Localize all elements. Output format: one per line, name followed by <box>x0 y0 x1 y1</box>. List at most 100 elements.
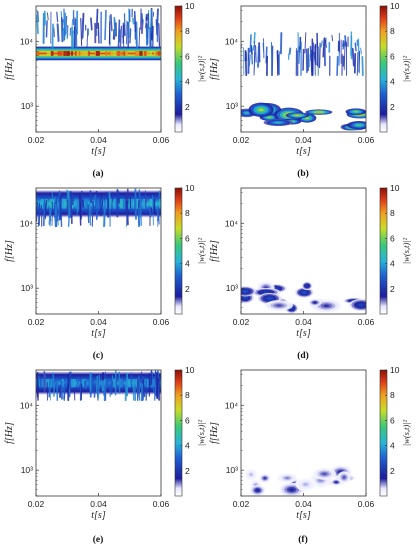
band-speck <box>158 51 160 56</box>
blob <box>264 477 266 479</box>
streak <box>157 9 158 24</box>
colorbar <box>380 188 387 314</box>
y-tick-label: 10⁴ <box>225 218 238 228</box>
blob <box>302 291 306 293</box>
blob <box>295 115 300 116</box>
band-speck <box>155 51 157 56</box>
x-tick-label: 0.06 <box>153 317 170 327</box>
streak <box>311 55 312 75</box>
streak <box>271 43 272 76</box>
colorbar <box>175 370 182 496</box>
x-tick-label: 0.06 <box>358 317 375 327</box>
streak <box>357 52 358 75</box>
band-speck <box>37 51 39 56</box>
colorbar-tick-label: 4 <box>185 77 190 87</box>
colorbar-tick-label: 8 <box>185 390 190 400</box>
colorbar-tick-label: 2 <box>390 466 395 476</box>
streak <box>98 375 99 397</box>
streak <box>64 9 65 40</box>
colorbar <box>175 188 182 314</box>
streak <box>88 204 89 222</box>
streak <box>80 196 81 225</box>
band-speck <box>139 51 142 56</box>
caption-a: (a) <box>92 168 103 179</box>
colorbar <box>380 370 387 496</box>
streak <box>337 57 338 75</box>
x-tick-label: 0.02 <box>28 317 45 327</box>
blob <box>275 122 281 123</box>
x-tick-label: 0.02 <box>233 135 250 145</box>
colorbar-label: |w(s,t)|² <box>401 419 411 446</box>
y-tick-label: 10³ <box>226 283 238 293</box>
streak <box>37 16 38 34</box>
streak <box>98 23 99 43</box>
band-speck <box>125 51 128 56</box>
y-tick-label: 10⁴ <box>20 218 33 228</box>
streak <box>105 384 106 400</box>
streak <box>332 35 333 40</box>
streak <box>320 43 321 67</box>
streak <box>58 24 59 41</box>
band-speck <box>144 51 147 56</box>
streak <box>258 47 259 67</box>
x-axis-label: t[s] <box>296 510 311 521</box>
colorbar-tick-label: 4 <box>390 259 395 269</box>
x-tick-label: 0.02 <box>28 135 45 145</box>
colorbar-tick-label: 2 <box>185 466 190 476</box>
colorbar-tick-label: 8 <box>185 208 190 218</box>
y-tick-label: 10³ <box>21 283 33 293</box>
streak <box>104 202 105 227</box>
streak <box>250 35 251 52</box>
colorbar-tick-label: 6 <box>390 415 395 425</box>
streak <box>95 195 96 207</box>
x-tick-label: 0.02 <box>233 317 250 327</box>
blob <box>243 297 247 299</box>
blob <box>276 304 282 306</box>
x-tick-label: 0.02 <box>28 499 45 509</box>
y-axis-label: f[Hz] <box>4 58 15 80</box>
streak <box>78 201 79 211</box>
caption-b: (b) <box>297 168 309 179</box>
band-speck <box>149 51 152 56</box>
streak <box>112 381 113 393</box>
band-speck <box>67 51 70 56</box>
streak <box>64 384 65 400</box>
streak <box>141 205 142 226</box>
blob <box>267 297 272 299</box>
blob <box>243 290 247 292</box>
band-speck <box>97 51 100 56</box>
colorbar <box>380 6 387 132</box>
y-tick-label: 10⁴ <box>20 400 33 410</box>
colorbar-label: |w(s,t)|² <box>196 55 206 82</box>
y-axis-label: f[Hz] <box>209 422 220 444</box>
blob <box>316 112 321 113</box>
streak <box>254 41 255 72</box>
blob <box>357 124 362 126</box>
x-tick-label: 0.06 <box>358 135 375 145</box>
band-speck <box>88 51 90 56</box>
band-speck <box>123 199 125 209</box>
colorbar-label: |w(s,t)|² <box>196 237 206 264</box>
caption-c: (c) <box>93 350 104 361</box>
streak <box>45 203 46 218</box>
streak <box>109 193 110 209</box>
band-speck <box>110 51 114 56</box>
colorbar-tick-label: 2 <box>185 102 190 112</box>
streak <box>57 12 58 21</box>
streak <box>100 198 101 215</box>
streak <box>68 374 69 388</box>
streak <box>93 380 94 392</box>
x-tick-label: 0.06 <box>153 135 170 145</box>
blob <box>304 483 308 486</box>
streak <box>156 20 157 35</box>
x-tick-label: 0.04 <box>90 135 107 145</box>
streak <box>58 204 59 225</box>
streak <box>114 18 115 34</box>
streak <box>60 386 61 397</box>
x-axis-label: t[s] <box>296 328 311 339</box>
blob <box>306 285 308 287</box>
band-speck <box>136 51 138 56</box>
